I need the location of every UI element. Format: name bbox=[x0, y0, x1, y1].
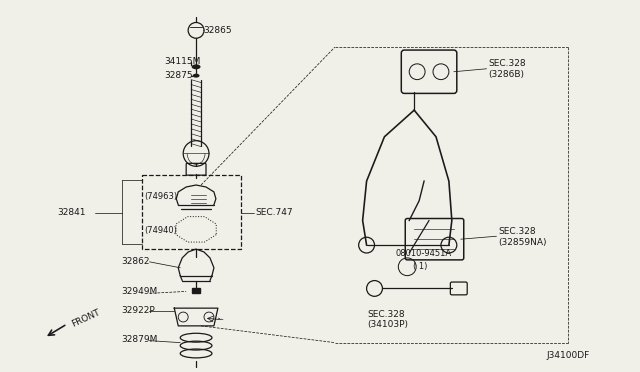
Text: (34103P): (34103P) bbox=[367, 320, 408, 329]
Bar bbox=[192, 288, 200, 294]
Text: SEC.328: SEC.328 bbox=[367, 310, 405, 318]
Text: J34100DF: J34100DF bbox=[546, 351, 589, 360]
Text: FRONT: FRONT bbox=[70, 308, 102, 328]
Text: (3286B): (3286B) bbox=[488, 70, 525, 79]
Text: 32922P: 32922P bbox=[122, 306, 156, 315]
Text: SEC.747: SEC.747 bbox=[255, 208, 293, 217]
Text: 08010-9451A: 08010-9451A bbox=[396, 250, 451, 259]
Text: 32862: 32862 bbox=[122, 257, 150, 266]
Text: 32949M: 32949M bbox=[122, 287, 158, 296]
Text: 32841: 32841 bbox=[58, 208, 86, 217]
Text: 32879M: 32879M bbox=[122, 335, 158, 344]
Bar bbox=[141, 175, 241, 249]
Text: SEC.328: SEC.328 bbox=[499, 227, 536, 236]
Text: (32859NA): (32859NA) bbox=[499, 238, 547, 247]
Text: 34115M: 34115M bbox=[164, 57, 201, 66]
Text: (74963): (74963) bbox=[145, 192, 178, 201]
Text: SEC.328: SEC.328 bbox=[488, 60, 526, 68]
Text: 32865: 32865 bbox=[203, 26, 232, 35]
Text: 32875: 32875 bbox=[164, 71, 193, 80]
Text: ( 1): ( 1) bbox=[413, 262, 428, 271]
Ellipse shape bbox=[191, 64, 200, 69]
Text: (74940): (74940) bbox=[145, 226, 177, 235]
Ellipse shape bbox=[193, 74, 200, 78]
